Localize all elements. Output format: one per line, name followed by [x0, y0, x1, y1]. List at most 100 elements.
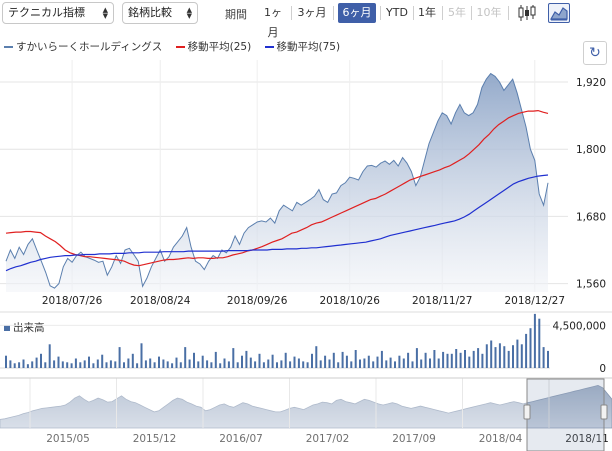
period-6m-button[interactable]: 6ヶ月 — [338, 3, 376, 23]
volume-bar — [363, 358, 366, 368]
volume-bar — [74, 358, 77, 368]
volume-bar — [22, 359, 25, 368]
volume-bar — [319, 360, 322, 368]
y-tick-label: 1,800 — [576, 144, 606, 156]
volume-bar — [206, 360, 209, 368]
volume-bar — [315, 346, 318, 368]
volume-bar — [96, 359, 99, 368]
x-tick-label: 2018/09/26 — [227, 295, 288, 307]
divider — [442, 6, 443, 20]
volume-bar — [201, 355, 204, 368]
volume-bar — [280, 360, 283, 368]
technical-indicator-select-label: テクニカル指標 — [8, 6, 85, 19]
navigator-mask — [0, 379, 527, 451]
refresh-icon[interactable]: ↻ — [583, 41, 607, 65]
volume-bar — [424, 352, 427, 368]
volume-bar — [31, 361, 34, 368]
volume-bar — [433, 350, 436, 368]
technical-indicator-select[interactable]: テクニカル指標 ▲ ▼ — [2, 2, 114, 24]
volume-bar — [18, 362, 21, 368]
x-tick-label: 2018/08/24 — [130, 295, 191, 307]
volume-bar — [359, 359, 361, 368]
volume-bar — [328, 359, 331, 368]
legend-item-ma25[interactable]: 移動平均(25) — [175, 41, 251, 53]
volume-bar — [507, 350, 510, 368]
volume-bar — [284, 352, 287, 368]
volume-bar — [197, 361, 200, 368]
volume-bar — [411, 361, 414, 368]
volume-bar — [175, 357, 178, 368]
divider — [291, 6, 292, 20]
period-1y-button[interactable]: 1年 — [418, 6, 436, 19]
volume-bar — [385, 360, 388, 368]
volume-bar — [131, 353, 134, 368]
candlestick-icon[interactable] — [516, 3, 538, 23]
x-tick-label: 2018/12/27 — [505, 295, 566, 307]
volume-bar — [109, 360, 112, 368]
divider — [508, 6, 509, 20]
volume-bar — [48, 344, 51, 368]
volume-bar — [306, 362, 309, 368]
period-3m-button[interactable]: 3ヶ月 — [297, 6, 327, 19]
volume-bar — [276, 362, 278, 368]
legend-item-price[interactable]: すかいらーくホールディングス — [4, 41, 162, 53]
period-ytd-button[interactable]: YTD — [386, 6, 408, 19]
navigator-left-handle[interactable] — [523, 404, 531, 420]
volume-bar — [262, 362, 265, 368]
volume-bar — [415, 348, 418, 368]
volume-bar — [407, 352, 410, 368]
volume-bar — [389, 357, 392, 368]
volume-bar — [332, 352, 335, 368]
volume-bar — [503, 346, 506, 368]
volume-bar — [223, 358, 226, 368]
volume-bar — [350, 361, 353, 368]
period-label: 期間 — [225, 8, 247, 21]
divider — [413, 6, 414, 20]
divider — [380, 6, 381, 20]
volume-bar — [214, 351, 217, 368]
volume-bar — [210, 362, 213, 368]
volume-bar — [394, 361, 396, 368]
volume-bar — [179, 362, 182, 368]
volume-bar — [337, 362, 340, 368]
volume-bar — [35, 357, 38, 368]
series-line-price — [5, 72, 549, 289]
y-tick-label: 0 — [599, 363, 606, 375]
period-10y-button[interactable]: 10年 — [476, 6, 502, 19]
volume-bar — [79, 362, 82, 368]
volume-bar — [61, 361, 64, 368]
volume-bar — [44, 362, 47, 368]
y-tick-label: 1,560 — [576, 279, 606, 291]
volume-bar — [158, 356, 160, 368]
area-chart-icon[interactable] — [548, 3, 570, 23]
volume-bar — [464, 350, 466, 368]
volume-bar — [367, 355, 370, 368]
volume-bar — [166, 361, 169, 368]
navigator-right-handle[interactable] — [600, 404, 608, 420]
divider — [471, 6, 472, 20]
period-5y-button[interactable]: 5年 — [448, 6, 466, 19]
volume-bar — [420, 359, 423, 368]
x-tick-label: 2018/07/26 — [42, 295, 103, 307]
navigator-selection — [526, 378, 605, 451]
volume-bar — [232, 348, 235, 368]
x-tick-label: 2018/11/27 — [412, 295, 473, 307]
period-1m-button[interactable]: 1ヶ月 — [264, 6, 282, 39]
volume-bar — [123, 362, 125, 368]
volume-bar — [380, 350, 383, 368]
volume-bar — [512, 345, 514, 368]
series-line-ma25 — [5, 109, 549, 267]
volume-bar — [88, 356, 90, 368]
compare-select[interactable]: 銘柄比較 ▲ ▼ — [122, 2, 198, 24]
toolbar: テクニカル指標 ▲ ▼ 銘柄比較 ▲ ▼ 期間 1ヶ月 3ヶ月 6ヶ月 YTD 1年… — [0, 0, 612, 39]
chart-legend: すかいらーくホールディングス 移動平均(25) 移動平均(75) — [4, 39, 350, 54]
y-tick-label: 4,500,000 — [553, 320, 606, 332]
volume-bar — [249, 357, 252, 368]
legend-item-ma75[interactable]: 移動平均(75) — [264, 41, 340, 53]
volume-bar — [468, 356, 471, 368]
volume-bar — [311, 353, 313, 368]
navigator-tick-label: 2016/07 — [219, 433, 263, 445]
y-tick-label: 1,920 — [576, 77, 606, 89]
navigator-area — [0, 384, 612, 429]
